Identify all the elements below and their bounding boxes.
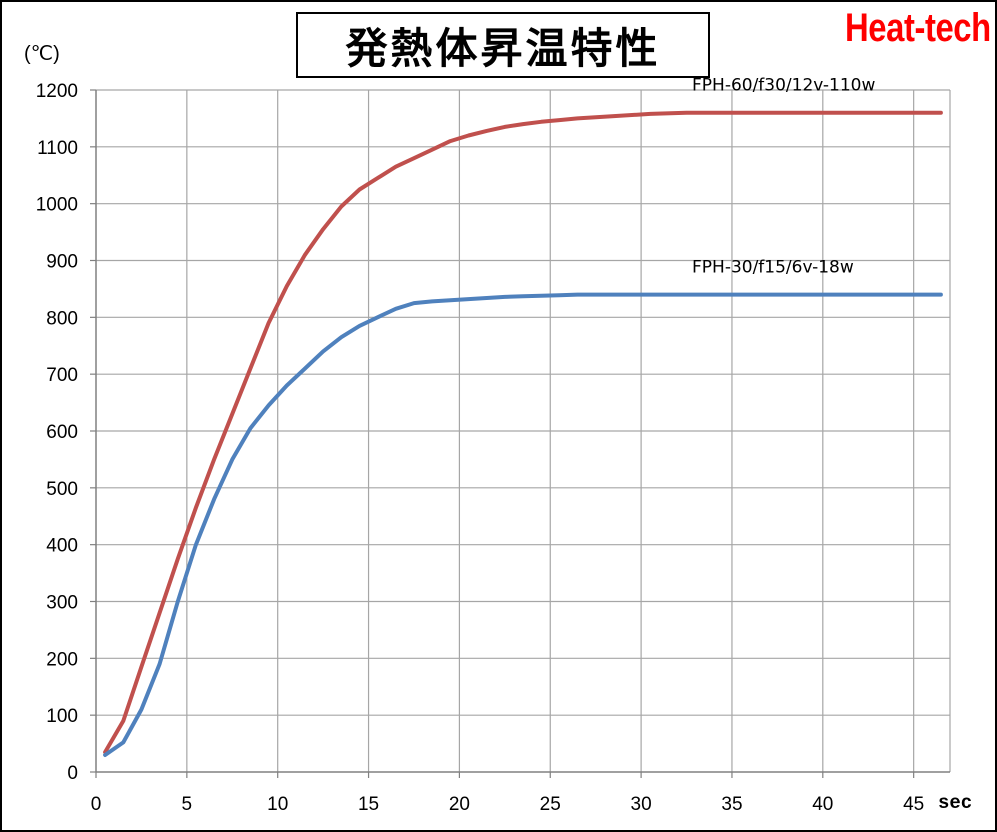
y-tick-label: 700 [46,365,78,386]
x-tick-label: 30 [631,794,652,815]
x-tick-label: 15 [358,794,379,815]
y-tick-label: 1100 [37,138,78,159]
axes [90,89,950,778]
y-tick-label: 800 [46,308,78,329]
series-line-1 [103,110,943,755]
series-line-2 [103,292,943,757]
series-labels: FPH-60/f30/12v-110w FPH-30/f15/6v-18w [692,76,875,278]
x-tick-label: 10 [267,794,288,815]
series-lines [103,110,943,757]
x-tick-label: 25 [540,794,561,815]
y-tick-label: 900 [46,252,78,273]
chart-title-text: 発熱体昇温特性 [345,23,661,73]
brand-logo: Heat-tech [845,6,991,51]
y-tick-label: 1000 [36,195,78,216]
x-tick-labels: 0 5 10 15 20 25 30 35 40 45 [91,794,925,815]
x-tick-label: 40 [812,794,833,815]
y-tick-label: 400 [46,536,78,557]
series-label-1: FPH-60/f30/12v-110w [692,76,875,96]
y-tick-label: 500 [46,479,78,500]
y-tick-label: 100 [46,706,78,727]
series-label-2: FPH-30/f15/6v-18w [692,258,854,278]
y-tick-label: 300 [46,593,78,614]
x-tick-label: 35 [721,794,742,815]
y-axis-unit-label: (℃) [24,43,60,65]
brand-text: Heat-tech [845,6,991,50]
x-tick-label: 5 [182,794,193,815]
x-tick-label: 45 [903,794,924,815]
y-tick-label: 200 [46,649,78,670]
chart-title: 発熱体昇温特性 [296,12,710,78]
y-tick-label: 1200 [36,81,78,102]
grid-lines [96,89,951,772]
x-tick-label: 0 [91,794,102,815]
x-tick-label: 20 [449,794,470,815]
y-tick-labels: 0 100 200 300 400 500 600 700 800 900 1000 1100 1200 [36,81,78,784]
y-tick-label: 0 [67,763,78,784]
x-axis-unit-label: sec [938,792,972,814]
y-tick-label: 600 [46,422,78,443]
